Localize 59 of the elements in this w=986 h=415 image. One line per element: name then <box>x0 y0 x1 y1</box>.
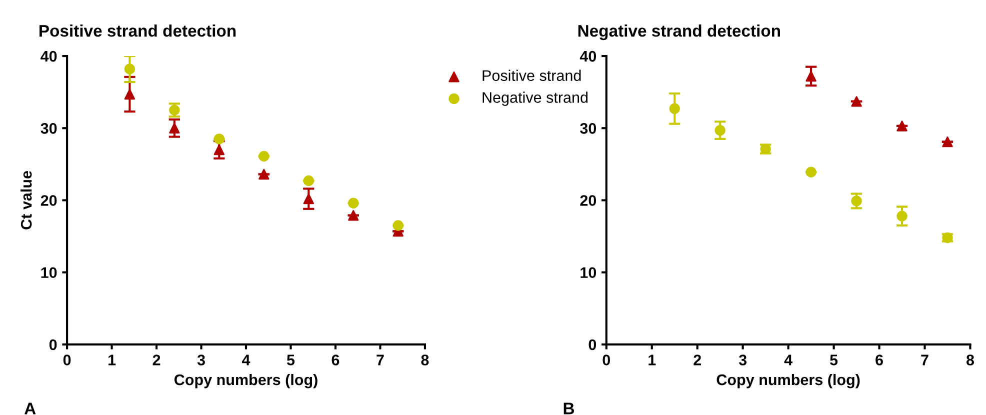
point <box>124 88 136 100</box>
y-tick-label: 30 <box>40 123 57 134</box>
legend-label: Positive strand <box>482 70 581 81</box>
point <box>392 220 404 231</box>
y-axis-title: Ct value <box>20 171 32 230</box>
point <box>214 144 225 156</box>
point <box>669 103 680 114</box>
x-tick-label: 2 <box>152 354 160 366</box>
x-tick-label: 0 <box>602 354 610 366</box>
point <box>806 70 816 82</box>
x-axis-title: Copy numbers (log) <box>716 374 860 388</box>
y-tick-label: 20 <box>40 195 57 206</box>
point <box>851 96 862 107</box>
text: B <box>564 402 574 414</box>
text: A <box>24 402 36 414</box>
y-tick-label: 10 <box>41 267 57 278</box>
x-tick-label: 4 <box>242 354 250 366</box>
x-tick-label: 4 <box>784 354 792 366</box>
y-tick-label: 0 <box>49 339 57 350</box>
point <box>896 210 908 222</box>
x-tick-label: 6 <box>876 354 883 366</box>
x-tick-label: 8 <box>421 354 429 366</box>
y-tick-label: 30 <box>580 123 596 134</box>
point <box>169 122 180 134</box>
point <box>851 196 862 206</box>
point <box>303 175 314 186</box>
x-tick-label: 1 <box>108 354 116 366</box>
y-tick-label: 10 <box>580 267 596 278</box>
x-tick-label: 0 <box>63 354 71 366</box>
x-tick-label: 6 <box>332 354 340 366</box>
x-tick-label: 5 <box>286 354 295 366</box>
x-tick-label: 7 <box>921 354 928 366</box>
point <box>896 120 908 132</box>
point <box>714 124 726 136</box>
point <box>169 104 180 116</box>
x-axis-title: Copy numbers (log) <box>174 374 318 388</box>
point <box>124 64 136 74</box>
point <box>303 193 314 204</box>
y-tick-label: 40 <box>580 50 596 62</box>
chart-title: Positive strand detection <box>40 24 236 37</box>
point <box>258 168 270 180</box>
chart-title: Negative strand detection <box>578 24 780 40</box>
x-tick-label: 3 <box>738 354 747 366</box>
y-tick-label: 0 <box>588 339 596 350</box>
point <box>942 136 953 148</box>
x-tick-label: 5 <box>830 354 838 366</box>
y-tick-label: 20 <box>580 195 596 206</box>
legend-label: Negative strand <box>482 92 588 106</box>
x-tick-label: 2 <box>694 354 701 366</box>
x-tick-label: 7 <box>376 354 384 366</box>
point <box>806 166 816 178</box>
x-tick-label: 1 <box>648 354 656 366</box>
point <box>214 134 225 144</box>
x-tick-label: 3 <box>197 354 205 366</box>
y-tick-label: 40 <box>40 50 57 62</box>
point <box>348 210 359 221</box>
point <box>258 150 270 162</box>
point <box>348 198 359 208</box>
x-tick-label: 8 <box>966 354 974 366</box>
